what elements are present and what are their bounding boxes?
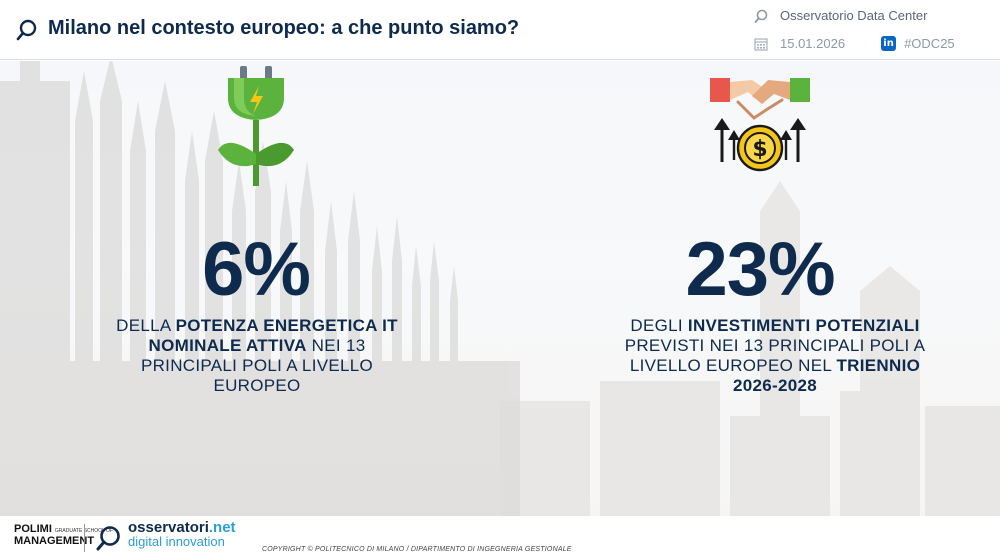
- polimi-line2: MANAGEMENT: [14, 535, 95, 547]
- stat-2-bold-1: INVESTIMENTI POTENZIALI: [687, 316, 920, 335]
- svg-text:$: $: [752, 137, 767, 162]
- background-photo: [0, 61, 1000, 516]
- search-icon: [754, 9, 768, 23]
- header: Milano nel contesto europeo: a che punto…: [0, 0, 1000, 60]
- osservatori-logo-icon[interactable]: [96, 525, 122, 551]
- osservatori-tld: .net: [208, 519, 236, 536]
- osservatori-main: osservatori: [128, 519, 209, 536]
- stat-2-pre: DEGLI: [630, 316, 688, 335]
- copyright-notice: COPYRIGHT © POLITECNICO DI MILANO / DIPA…: [262, 546, 572, 553]
- page-title: Milano nel contesto europeo: a che punto…: [48, 17, 520, 39]
- stat-description-2: DEGLI INVESTIMENTI POTENZIALI PREVISTI N…: [612, 316, 938, 396]
- hashtag[interactable]: in #ODC25: [881, 36, 955, 51]
- polimi-logo[interactable]: POLIMI GRADUATE SCHOOL OF MANAGEMENT: [14, 523, 113, 547]
- stat-description-1: DELLA POTENZA ENERGETICA IT NOMINALE ATT…: [102, 316, 412, 396]
- plug-plant-icon: [218, 66, 294, 186]
- polimi-line1: POLIMI: [14, 523, 52, 535]
- stat-1-bold: POTENZA ENERGETICA IT NOMINALE ATTIVA: [148, 316, 398, 355]
- polimi-small: GRADUATE SCHOOL OF: [54, 528, 113, 534]
- handshake-investment-icon: $: [710, 78, 810, 172]
- hashtag-label[interactable]: #ODC25: [904, 36, 955, 51]
- stat-value-2: 23%: [685, 227, 835, 312]
- event-date: 15.01.2026: [780, 36, 846, 51]
- footer-divider: [84, 524, 85, 552]
- stat-1-pre: DELLA: [116, 316, 176, 335]
- calendar-icon: [754, 37, 768, 51]
- linkedin-icon[interactable]: in: [881, 36, 897, 51]
- stat-2-bold-2: TRIENNIO 2026-2028: [733, 356, 921, 395]
- date-hashtag-row: 15.01.2026 in #ODC25: [754, 36, 955, 51]
- osservatori-logo[interactable]: osservatori.net digital innovation: [128, 519, 236, 549]
- stat-2-mid: PREVISTI NEI 13 PRINCIPALI POLI A LIVELL…: [624, 336, 926, 375]
- event-info: Osservatorio Data Center: [754, 8, 927, 23]
- background-veil: [0, 61, 1000, 516]
- stat-1-post: NEI 13 PRINCIPALI POLI A LIVELLO EUROPEO: [140, 336, 374, 395]
- footer: POLIMI GRADUATE SCHOOL OF MANAGEMENT oss…: [0, 516, 1000, 560]
- search-icon: [16, 19, 37, 41]
- event-name: Osservatorio Data Center: [780, 8, 928, 23]
- osservatori-sub: digital innovation: [128, 534, 225, 549]
- stat-value-1: 6%: [202, 227, 311, 312]
